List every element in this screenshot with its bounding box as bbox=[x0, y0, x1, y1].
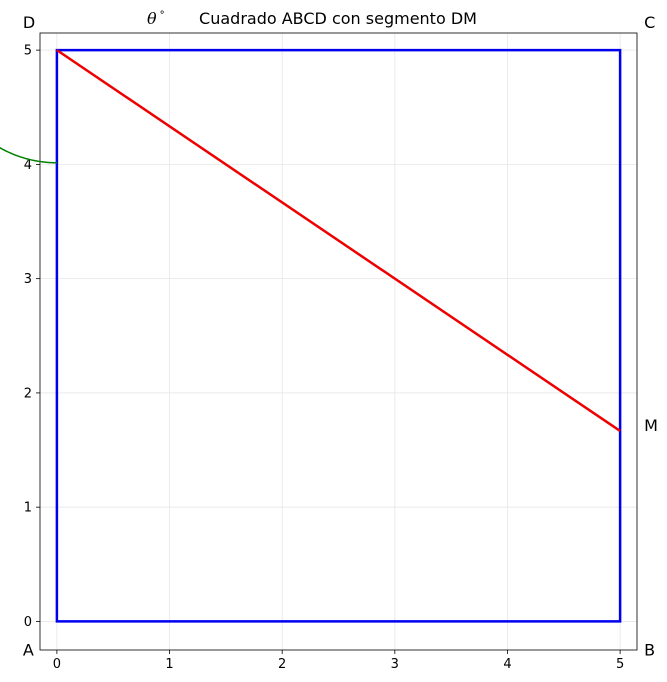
vertex-label-d: D bbox=[23, 13, 35, 32]
y-tick-label: 3 bbox=[24, 272, 32, 287]
labels: A B C D M bbox=[23, 13, 658, 659]
vertex-label-c: C bbox=[644, 13, 655, 32]
plot-frame bbox=[39, 32, 638, 651]
shapes bbox=[0, 48, 622, 623]
angle-label-symbol: θ bbox=[147, 9, 157, 28]
y-tick-label: 1 bbox=[24, 501, 32, 516]
angle-label-suffix: ° bbox=[160, 10, 165, 21]
y-tick-label: 0 bbox=[24, 615, 32, 630]
x-tick-label: 0 bbox=[53, 657, 61, 672]
y-tick-label: 2 bbox=[24, 386, 32, 401]
x-tick-label: 3 bbox=[391, 657, 399, 672]
vertex-label-a: A bbox=[23, 640, 34, 659]
point-label-m: M bbox=[644, 416, 658, 435]
x-tick-label: 2 bbox=[278, 657, 286, 672]
x-tick-label: 4 bbox=[503, 657, 511, 672]
grid bbox=[40, 33, 637, 650]
x-tick-label: 5 bbox=[616, 657, 624, 672]
square-abcd bbox=[55, 48, 622, 623]
vertex-label-b: B bbox=[644, 640, 655, 659]
y-tick-label: 5 bbox=[24, 44, 32, 59]
segment-dm bbox=[56, 49, 621, 433]
angle-label: θ ° bbox=[147, 9, 165, 28]
x-tick-label: 1 bbox=[165, 657, 173, 672]
angle-arc bbox=[0, 143, 57, 164]
y-tick-label: 4 bbox=[24, 158, 32, 173]
axes: 0 1 2 3 4 5 0 1 2 3 4 5 bbox=[24, 32, 638, 672]
chart-title: Cuadrado ABCD con segmento DM bbox=[199, 9, 477, 28]
